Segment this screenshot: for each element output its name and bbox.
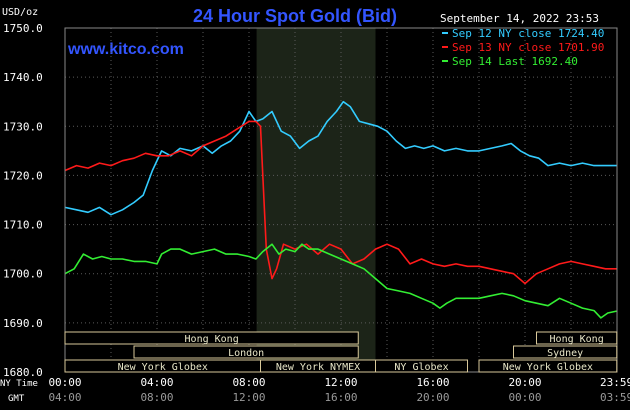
session-label-0: Hong Kong [185, 334, 239, 345]
legend-entry-0: Sep 12 NY close 1724.40 [452, 27, 604, 40]
session-bar-6 [513, 345, 618, 359]
session-bar-5 [536, 331, 618, 345]
trading-session-highlight [256, 28, 376, 372]
x-tick-label-gmt: 16:00 [324, 391, 357, 404]
x-label-ny: NY Time [0, 379, 38, 389]
legend-entry-1: Sep 13 NY close 1701.90 [452, 41, 604, 54]
session-label-5: Hong Kong [550, 334, 604, 345]
y-tick-label: 1680.0 [3, 366, 43, 379]
legend-entry-2: Sep 14 Last 1692.40 [452, 55, 578, 68]
x-tick-label-ny: 00:00 [48, 376, 81, 389]
y-tick-label: 1720.0 [3, 169, 43, 182]
x-tick-label-gmt: 03:59 [600, 391, 630, 404]
series-line-2 [64, 243, 617, 319]
y-tick-label: 1730.0 [3, 120, 43, 133]
y-tick-label: 1740.0 [3, 71, 43, 84]
session-bar-4 [375, 359, 468, 373]
x-label-gmt: GMT [8, 394, 25, 404]
x-tick-label-ny: 04:00 [140, 376, 173, 389]
x-tick-label-gmt: 08:00 [140, 391, 173, 404]
x-tick-label-ny: 08:00 [232, 376, 265, 389]
session-label-6: Sydney [547, 348, 583, 359]
series-line-1 [64, 120, 617, 285]
y-unit-label: USD/oz [2, 7, 38, 18]
y-tick-label: 1700.0 [3, 268, 43, 281]
session-bar-0 [64, 331, 359, 345]
source-watermark: www.kitco.com [67, 41, 184, 58]
x-tick-label-gmt: 00:00 [508, 391, 541, 404]
y-tick-label: 1690.0 [3, 317, 43, 330]
x-tick-label-ny: 12:00 [324, 376, 357, 389]
y-tick-label: 1710.0 [3, 219, 43, 232]
timestamp: September 14, 2022 23:53 [440, 12, 599, 25]
session-label-3: New York NYMEX [276, 362, 360, 373]
session-label-4: NY Globex [394, 362, 448, 373]
chart-title: 24 Hour Spot Gold (Bid) [193, 6, 397, 26]
session-bar-1 [133, 345, 359, 359]
x-tick-label-ny: 20:00 [508, 376, 541, 389]
series-line-0 [64, 100, 617, 216]
session-bar-7 [478, 359, 618, 373]
x-tick-label-gmt: 20:00 [416, 391, 449, 404]
y-tick-label: 1750.0 [3, 22, 43, 35]
x-tick-label-ny: 16:00 [416, 376, 449, 389]
x-tick-label-ny: 23:59 [600, 376, 630, 389]
session-label-2: New York Globex [118, 362, 208, 373]
session-label-1: London [228, 348, 264, 359]
x-tick-label-gmt: 12:00 [232, 391, 265, 404]
session-label-7: New York Globex [503, 362, 593, 373]
x-tick-label-gmt: 04:00 [48, 391, 81, 404]
